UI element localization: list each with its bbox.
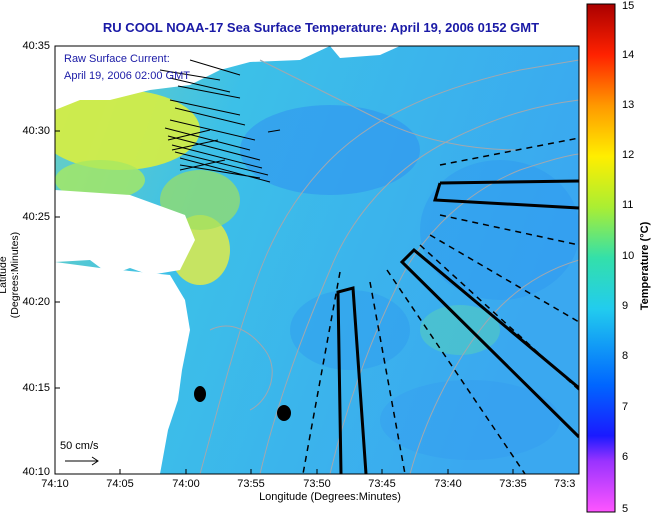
- site-marker: [194, 386, 206, 402]
- colorbar-tick: 8: [622, 350, 629, 362]
- colorbar-tick: 11: [622, 199, 634, 211]
- ytick-label: 40:20: [22, 296, 50, 308]
- land-coast: [55, 262, 190, 474]
- xtick-label: 73:55: [237, 478, 265, 490]
- colorbar: [586, 3, 616, 513]
- colorbar-tick: 12: [622, 149, 635, 161]
- land-bay: [55, 190, 195, 275]
- xtick-label: 73:35: [499, 478, 527, 490]
- ytick-label: 40:25: [22, 211, 50, 223]
- scale-label: 50 cm/s: [60, 440, 99, 452]
- y-axis-label: Latitude (Degrees:Minutes): [0, 231, 21, 319]
- colorbar-tick: 5: [622, 503, 629, 515]
- site-marker: [277, 405, 291, 421]
- xtick-label: 74:10: [41, 478, 69, 490]
- colorbar-tick: 7: [622, 401, 629, 413]
- ytick-label: 40:35: [22, 40, 50, 52]
- colorbar-tick: 14: [622, 49, 635, 61]
- xtick-label: 73:45: [368, 478, 396, 490]
- ytick-label: 40:10: [22, 466, 50, 478]
- colorbar-tick: 9: [622, 300, 629, 312]
- legend-line-1: Raw Surface Current:: [64, 53, 170, 65]
- colorbar-tick: 6: [622, 451, 629, 463]
- colorbar-tick: 13: [622, 99, 635, 111]
- colorbar-label: Temperature (°C): [639, 221, 651, 311]
- xtick-label: 74:05: [106, 478, 134, 490]
- colorbar-tick: 10: [622, 250, 635, 262]
- survey-boxes: [336, 179, 579, 474]
- xtick-label: 74:00: [172, 478, 200, 490]
- xtick-label: 73:3: [554, 478, 576, 490]
- map-title: RU COOL NOAA-17 Sea Surface Temperature:…: [102, 20, 540, 35]
- x-axis-label: Longitude (Degrees:Minutes): [259, 491, 401, 503]
- xtick-label: 73:50: [303, 478, 331, 490]
- xtick-label: 73:40: [434, 478, 462, 490]
- land-north: [55, 46, 330, 110]
- ytick-label: 40:15: [22, 382, 50, 394]
- current-vectors: [159, 59, 281, 183]
- ytick-label: 40:30: [22, 125, 50, 137]
- colorbar-tick: 15: [622, 0, 635, 12]
- legend-line-2: April 19, 2006 02:00 GMT: [64, 70, 190, 82]
